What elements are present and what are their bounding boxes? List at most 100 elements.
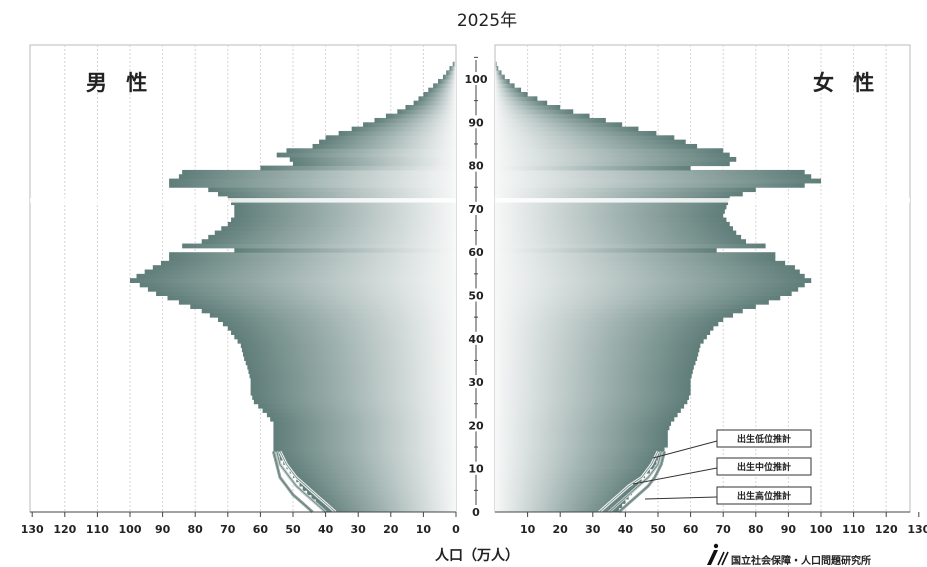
bar-male-age-35 <box>244 356 456 361</box>
bar-female-age-8 <box>495 473 645 478</box>
projection-edge-female-low <box>599 451 659 513</box>
bar-female-age-60 <box>495 247 717 253</box>
bar-male-age-13 <box>276 451 456 457</box>
institute-name: 国立社会保障・人口問題研究所 <box>731 554 871 567</box>
x-axis-label: 人口（万人） <box>435 547 519 564</box>
bar-female-age-66 <box>495 221 730 227</box>
bar-female-age-33 <box>495 364 694 370</box>
bar-male-age-46 <box>201 308 456 314</box>
x-tick-label-18: 50 <box>650 523 666 536</box>
bar-male-age-88 <box>351 126 456 132</box>
age-tick-label-90: 90 <box>468 116 484 129</box>
bar-male-age-81 <box>289 156 456 162</box>
x-tick-label-4: 90 <box>155 523 171 536</box>
bar-female-age-67 <box>495 217 727 223</box>
x-tick-label-19: 60 <box>683 523 699 536</box>
bar-female-age-14 <box>495 447 665 452</box>
bar-female-age-30 <box>495 377 691 383</box>
bar-female-age-76 <box>495 178 821 184</box>
bar-male-age-61 <box>182 243 456 249</box>
x-tick-label-7: 60 <box>253 523 269 536</box>
age-tick-bg-60 <box>465 245 487 259</box>
bar-female-age-26 <box>495 395 689 400</box>
bar-female-age-69 <box>495 208 725 214</box>
bar-male-age-7 <box>296 477 456 483</box>
bar-male-age-70 <box>234 204 456 210</box>
bar-female-age-81 <box>495 156 737 162</box>
projection-edge-male-mid <box>276 451 326 513</box>
x-tick-label-14: 10 <box>520 523 536 536</box>
bar-male-age-40 <box>234 334 456 340</box>
bar-female-age-63 <box>495 234 742 240</box>
bar-female-age-89 <box>495 122 623 128</box>
bar-female-age-11 <box>495 460 657 465</box>
bar-female-age-61 <box>495 243 766 249</box>
bar-male-age-32 <box>248 369 456 374</box>
bar-female-age-25 <box>495 399 688 405</box>
bar-male-age-58 <box>169 256 456 262</box>
bar-male-age-15 <box>273 442 456 448</box>
bar-male-age-12 <box>279 455 456 461</box>
x-tick-label-21: 80 <box>748 523 764 536</box>
bar-male-age-19 <box>273 425 456 431</box>
bar-male-age-75 <box>169 182 456 188</box>
bar-female-age-93 <box>495 104 561 110</box>
bar-male-age-100 <box>442 74 456 80</box>
bar-female-age-79 <box>495 165 691 171</box>
age-tick-bg-40 <box>465 331 487 345</box>
bar-female-age-71 <box>495 200 729 206</box>
bar-female-age-59 <box>495 252 776 258</box>
bar-male-age-79 <box>260 165 456 171</box>
bar-female-age-19 <box>495 425 670 431</box>
bar-male-age-56 <box>152 265 456 271</box>
bar-female-age-54 <box>495 273 805 279</box>
x-tick-label-16: 30 <box>585 523 601 536</box>
bar-female-age-22 <box>495 412 678 418</box>
bar-male-age-11 <box>283 460 456 465</box>
bar-male-age-23 <box>262 408 456 413</box>
bar-female-age-12 <box>495 455 658 461</box>
projection-edge-male-low <box>279 451 336 513</box>
bar-male-age-66 <box>227 221 456 227</box>
bar-male-age-103 <box>452 61 456 67</box>
bar-female-age-85 <box>495 139 686 145</box>
bar-female-age-36 <box>495 351 699 357</box>
bar-male-age-18 <box>273 429 456 435</box>
bar-female-age-45 <box>495 312 733 318</box>
bar-female-age-73 <box>495 191 743 197</box>
bar-female-age-27 <box>495 390 691 396</box>
bar-male-age-17 <box>273 434 456 439</box>
bar-female-age-77 <box>495 174 812 180</box>
bar-female-age-35 <box>495 356 698 361</box>
bar-male-age-21 <box>270 416 456 422</box>
bar-male-age-39 <box>237 338 456 344</box>
female-label: 女 性 <box>813 71 880 95</box>
bar-female-age-98 <box>495 83 515 89</box>
bar-male-age-59 <box>169 252 456 258</box>
bar-female-age-15 <box>495 442 668 448</box>
x-tick-label-22: 90 <box>781 523 797 536</box>
bar-male-age-96 <box>423 91 456 97</box>
bar-male-age-48 <box>178 299 456 305</box>
bar-male-age-9 <box>289 468 456 474</box>
bar-female-age-5 <box>495 486 636 491</box>
age-tick-label-80: 80 <box>468 160 484 173</box>
bar-female-age-56 <box>495 265 795 271</box>
bar-female-age-100 <box>495 74 505 80</box>
bar-female-age-88 <box>495 126 639 132</box>
bar-female-age-83 <box>495 148 724 154</box>
bar-male-age-65 <box>221 226 456 232</box>
bar-male-age-77 <box>178 174 456 180</box>
bar-male-age-92 <box>397 109 456 115</box>
bar-female-age-99 <box>495 79 510 84</box>
bar-female-age-74 <box>495 187 756 193</box>
bar-male-age-49 <box>167 295 457 301</box>
bar-female-age-2 <box>495 499 626 504</box>
bar-female-age-75 <box>495 182 805 188</box>
bar-male-age-34 <box>245 360 456 366</box>
x-tick-label-13: 0 <box>452 523 460 536</box>
bar-male-age-3 <box>311 494 456 500</box>
bar-female-age-51 <box>495 286 799 292</box>
age-tick-label-70: 70 <box>468 203 484 216</box>
bar-male-age-78 <box>182 169 456 175</box>
